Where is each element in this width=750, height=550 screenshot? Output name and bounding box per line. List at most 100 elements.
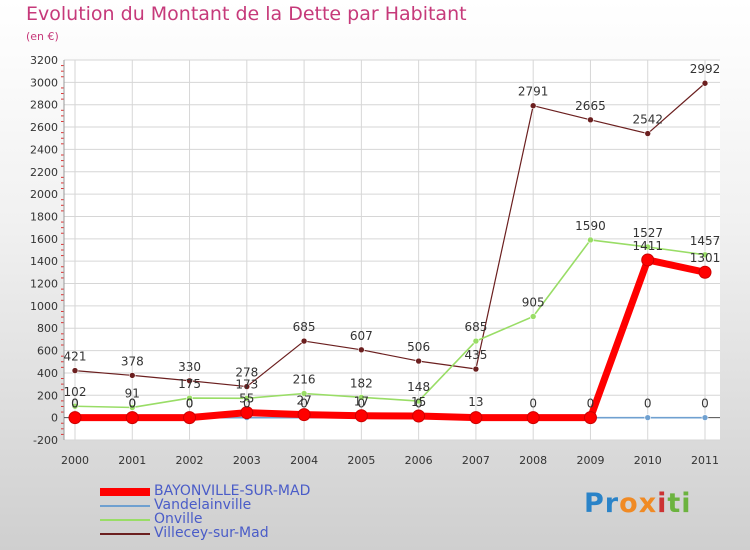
data-label: 175: [178, 377, 201, 391]
data-label: 55: [239, 392, 254, 406]
data-label: 378: [121, 354, 144, 368]
legend-swatch-bayonville: [100, 488, 150, 496]
x-tick-label: 2009: [576, 454, 604, 467]
series-point: [472, 337, 480, 345]
series-point: [472, 365, 480, 373]
brand-letter: t: [667, 488, 682, 519]
x-tick-label: 2011: [691, 454, 719, 467]
series-point: [300, 337, 308, 345]
y-tick-label: 3000: [30, 76, 58, 89]
y-tick-label: 600: [37, 345, 58, 358]
series-point: [71, 402, 79, 410]
brand-logo: Proxiti: [584, 488, 692, 519]
x-tick-label: 2003: [233, 454, 261, 467]
data-label: 435: [464, 348, 487, 362]
series-point: [644, 130, 652, 137]
y-tick-label: 1200: [30, 278, 58, 291]
y-tick-label: 0: [51, 412, 58, 425]
legend-swatch-onville: [100, 519, 150, 521]
data-label: 330: [178, 360, 201, 374]
data-label: 0: [71, 397, 79, 411]
data-label: 0: [71, 397, 79, 411]
x-tick-label: 2000: [61, 454, 89, 467]
data-label: 0: [243, 397, 251, 411]
series-point: [415, 397, 422, 405]
series-point: [186, 394, 193, 402]
data-label: 0: [186, 397, 194, 411]
series-point: [125, 411, 139, 425]
y-tick-label: 1400: [30, 255, 58, 268]
data-label: 148: [407, 380, 430, 394]
data-label: 1527: [632, 226, 663, 240]
legend-swatch-vandelainville: [100, 505, 150, 507]
chart-subtitle: (en €): [26, 30, 59, 43]
legend-item-villecey: Villecey-sur-Mad: [100, 525, 400, 541]
legend-item-onville: Onville: [100, 511, 400, 527]
x-tick-label: 2004: [290, 454, 318, 467]
legend-label-onville: Onville: [154, 511, 203, 527]
chart-title: Evolution du Montant de la Dette par Hab…: [26, 3, 467, 25]
brand-letter: i: [657, 488, 668, 519]
brand-letter: r: [604, 488, 620, 519]
data-label: 0: [186, 397, 194, 411]
series-point: [297, 408, 311, 422]
data-label: 607: [350, 329, 373, 343]
y-tick-label: 1600: [30, 233, 58, 246]
legend-label-vandelainville: Vandelainville: [154, 497, 252, 513]
series-point: [412, 409, 426, 423]
x-tick-label: 2002: [176, 454, 204, 467]
data-label: 278: [235, 366, 258, 380]
series-point: [701, 251, 709, 259]
data-label: 421: [64, 350, 87, 364]
data-label: 91: [125, 386, 140, 400]
series-point: [358, 346, 365, 354]
data-label: 102: [64, 385, 87, 399]
series-point: [300, 390, 308, 397]
series-point: [526, 411, 540, 425]
y-tick-label: 2000: [30, 188, 58, 201]
series-line: [74, 82, 706, 388]
series-point: [243, 383, 251, 390]
series-point: [529, 313, 537, 320]
y-tick-label: 1000: [30, 300, 58, 313]
data-label: 506: [407, 340, 430, 354]
series-line: [75, 256, 706, 422]
brand-letter: x: [638, 488, 658, 519]
x-tick-label: 2007: [462, 454, 490, 467]
y-tick-label: 1800: [30, 210, 58, 223]
data-label: 13: [468, 395, 483, 409]
data-label: 0: [701, 397, 709, 411]
series-point: [243, 395, 251, 402]
series-point: [128, 404, 136, 411]
y-tick-label: 3200: [30, 54, 58, 67]
data-label: 0: [644, 397, 652, 411]
series-point: [587, 116, 594, 124]
data-label: 0: [128, 397, 136, 411]
series-point: [358, 394, 365, 401]
y-tick-label: -200: [33, 434, 58, 447]
legend-item-bayonville: BAYONVILLE-SUR-MAD: [100, 483, 400, 499]
y-tick-label: 2200: [30, 166, 58, 179]
data-label: 2992: [690, 62, 721, 76]
brand-letter: i: [681, 488, 692, 519]
y-tick-label: 2600: [30, 121, 58, 134]
x-tick-label: 2010: [634, 454, 662, 467]
series-point: [701, 79, 709, 87]
data-label: 685: [293, 320, 316, 334]
data-label: 1301: [690, 251, 721, 265]
series-point: [128, 372, 136, 379]
series-point: [415, 357, 422, 365]
series-point: [240, 406, 254, 420]
data-label: 0: [300, 397, 308, 411]
data-label: 1457: [690, 234, 721, 248]
data-label: 17: [354, 395, 369, 409]
series-point: [698, 265, 712, 279]
y-tick-label: 2400: [30, 143, 58, 156]
data-label: 1411: [632, 239, 663, 253]
y-tick-label: 2800: [30, 99, 58, 112]
legend-label-bayonville: BAYONVILLE-SUR-MAD: [154, 483, 311, 499]
legend-swatch-villecey: [100, 533, 150, 535]
y-tick-label: 800: [37, 322, 58, 335]
